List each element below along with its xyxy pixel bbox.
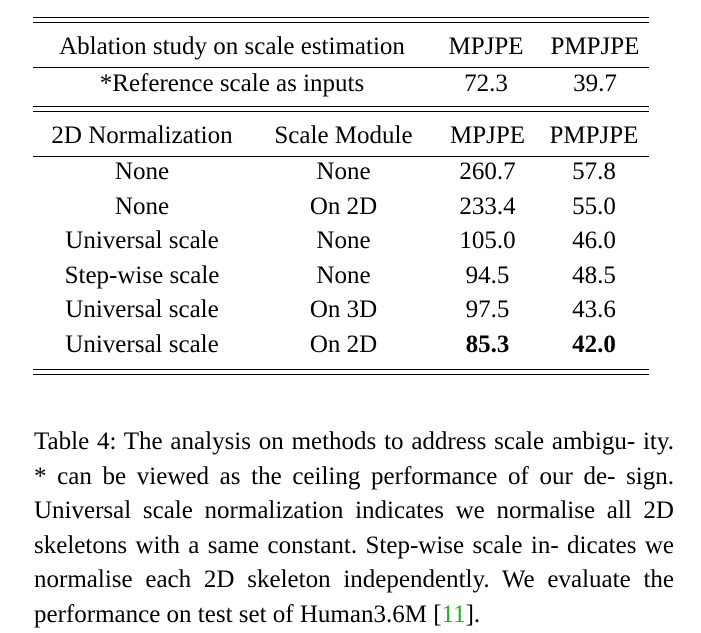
table-row-best: Universal scale On 2D 85.3 42.0: [33, 328, 649, 362]
cell-normalization: None: [114, 158, 170, 185]
bottom-rule-1: [33, 369, 649, 370]
table-row: Step-wise scale None 94.5 48.5: [33, 259, 649, 293]
cell-pmpjpe-best: 42.0: [572, 330, 616, 358]
reference-pmpjpe: 39.7: [573, 70, 617, 97]
cell-mpjpe: 260.7: [459, 158, 516, 185]
main-header-row: 2D Normalization Scale Module MPJPE PMPJ…: [33, 119, 649, 153]
citation-link[interactable]: 11: [441, 600, 466, 628]
middle-rule-2: [33, 111, 649, 112]
cell-mpjpe: 97.5: [465, 296, 510, 323]
reference-row: *Reference scale as inputs 72.3 39.7: [33, 67, 649, 101]
header-2d-normalization: 2D Normalization: [51, 122, 233, 149]
ablation-header-row: Ablation study on scale estimation MPJPE…: [33, 30, 649, 64]
main-header-rule: [33, 156, 649, 157]
top-rule-2: [33, 22, 649, 23]
cell-pmpjpe: 46.0: [572, 227, 616, 254]
cell-mpjpe: 94.5: [465, 261, 510, 289]
caption-text: Table 4: The analysis on methods to addr…: [34, 428, 674, 628]
header-pmpjpe: PMPJPE: [549, 122, 639, 149]
cell-normalization: Universal scale: [65, 296, 219, 323]
cell-scale-module: None: [316, 227, 371, 254]
header-scale-module: Scale Module: [274, 122, 413, 149]
header-mpjpe-ablation: MPJPE: [448, 33, 524, 60]
header-pmpjpe-ablation: PMPJPE: [550, 33, 640, 60]
caption-text-end: ].: [465, 600, 481, 628]
table-row: None None 260.7 57.8: [33, 155, 649, 189]
cell-pmpjpe: 43.6: [572, 296, 616, 323]
middle-rule-1: [33, 106, 649, 107]
cell-pmpjpe: 55.0: [572, 192, 616, 220]
cell-scale-module: None: [316, 261, 371, 289]
cell-pmpjpe: 48.5: [572, 261, 616, 289]
table-row: None On 2D 233.4 55.0: [33, 190, 649, 224]
ablation-title: Ablation study on scale estimation: [59, 33, 405, 60]
reference-label: *Reference scale as inputs: [99, 70, 365, 97]
table-row: Universal scale None 105.0 46.0: [33, 224, 649, 258]
cell-normalization: Universal scale: [65, 227, 219, 254]
bottom-rule-2: [33, 374, 649, 375]
cell-mpjpe: 105.0: [459, 227, 516, 254]
table-caption: Table 4: The analysis on methods to addr…: [34, 425, 674, 633]
cell-mpjpe-best: 85.3: [465, 330, 510, 358]
header-mpjpe: MPJPE: [449, 122, 526, 149]
top-rule-1: [33, 17, 649, 18]
cell-pmpjpe: 57.8: [572, 158, 616, 185]
cell-mpjpe: 233.4: [459, 192, 516, 220]
table-row: Universal scale On 3D 97.5 43.6: [33, 293, 649, 327]
cell-scale-module: On 2D: [309, 330, 378, 358]
cell-normalization: Step-wise scale: [64, 261, 220, 289]
cell-normalization: None: [114, 192, 170, 220]
ablation-header-rule: [33, 67, 649, 68]
cell-normalization: Universal scale: [65, 330, 219, 358]
cell-scale-module: None: [316, 158, 371, 185]
reference-mpjpe: 72.3: [464, 70, 508, 97]
cell-scale-module: On 2D: [309, 192, 378, 220]
cell-scale-module: On 3D: [309, 296, 378, 323]
